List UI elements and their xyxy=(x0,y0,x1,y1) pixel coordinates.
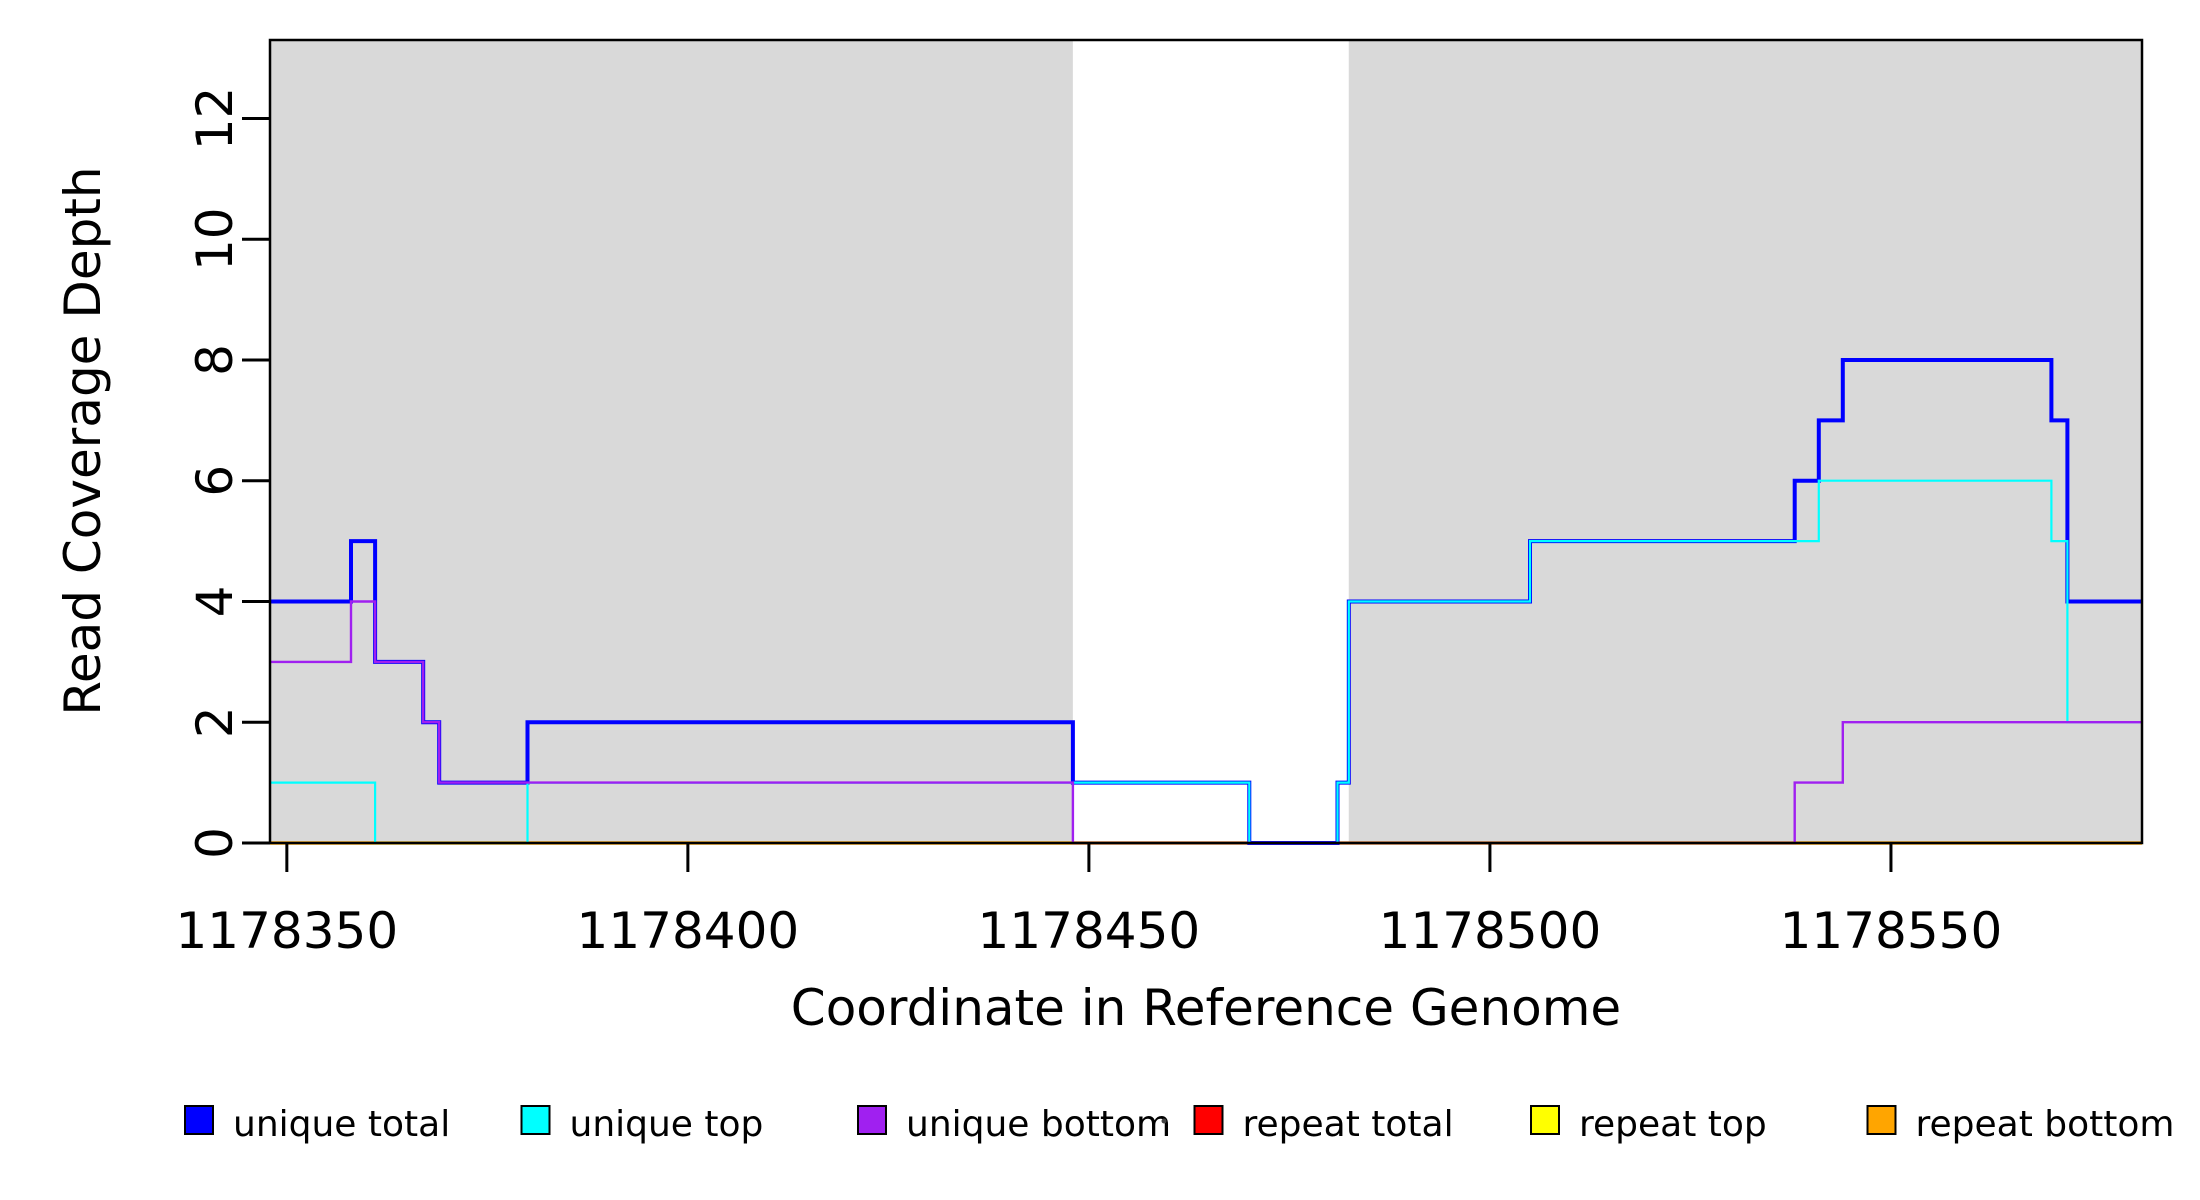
legend-label: repeat total xyxy=(1243,1104,1454,1145)
legend-item-unique-bottom: unique bottom xyxy=(857,1104,1171,1145)
axis-ticks: 1178350 1178400 1178450 1178500 1178550 0 2 4 6 8… xyxy=(175,87,2002,960)
x-tick-label: 1178400 xyxy=(577,902,800,960)
legend-label: unique top xyxy=(570,1104,764,1145)
y-tick-label: 10 xyxy=(186,207,244,271)
legend-label: repeat top xyxy=(1579,1104,1767,1145)
x-tick-label: 1178450 xyxy=(978,902,1201,960)
x-tick-label: 1178550 xyxy=(1780,902,2003,960)
legend-label: unique total xyxy=(233,1104,450,1145)
stray-mark xyxy=(1161,1118,1167,1124)
legend-label: repeat bottom xyxy=(1916,1104,2175,1145)
gray-block-left xyxy=(270,40,1073,843)
legend-swatch xyxy=(857,1105,887,1135)
y-tick-label: 6 xyxy=(186,465,244,497)
y-tick-label: 12 xyxy=(186,87,244,151)
x-tick-label: 1178350 xyxy=(175,902,398,960)
legend-item-unique-total: unique total xyxy=(184,1104,450,1145)
legend-item-repeat-top: repeat top xyxy=(1530,1104,1767,1145)
y-tick-label: 4 xyxy=(186,586,244,618)
series-unique-top xyxy=(270,479,2142,845)
y-tick-label: 2 xyxy=(186,706,244,738)
legend-swatch xyxy=(520,1105,551,1135)
legend-swatch xyxy=(1866,1105,1897,1135)
legend-swatch xyxy=(1530,1105,1560,1135)
legend-swatch xyxy=(184,1105,214,1135)
legend-label: unique bottom xyxy=(906,1104,1171,1145)
gray-block-right xyxy=(1348,40,2142,843)
y-tick-label: 8 xyxy=(186,344,244,376)
legend: unique total unique top unique bottom repea… xyxy=(184,1104,2175,1145)
plot-border xyxy=(268,38,2144,845)
plot-frame xyxy=(268,38,2144,845)
legend-item-unique-top: unique top xyxy=(520,1104,764,1145)
shaded-regions xyxy=(270,40,2142,843)
legend-item-repeat-total: repeat total xyxy=(1193,1104,1454,1145)
legend-item-repeat-bottom: repeat bottom xyxy=(1866,1104,2175,1145)
x-tick-label: 1178500 xyxy=(1379,902,1602,960)
legend-swatch xyxy=(1193,1105,1224,1135)
series-unique-bottom xyxy=(270,600,2142,845)
y-axis-title: Read Coverage Depth xyxy=(54,166,112,715)
y-tick-label: 0 xyxy=(186,827,244,859)
x-axis-title: Coordinate in Reference Genome xyxy=(791,979,1621,1037)
